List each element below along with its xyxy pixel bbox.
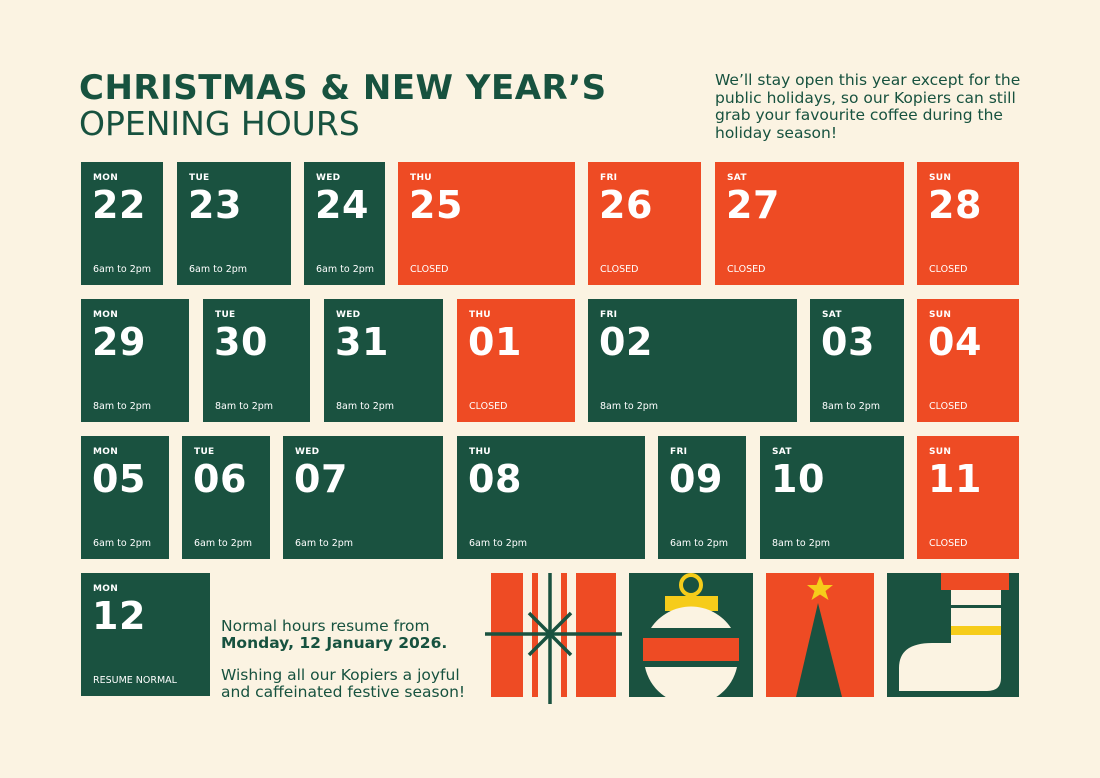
day-cell: SUN 04 CLOSED xyxy=(917,299,1019,422)
day-of-week: THU xyxy=(469,310,491,320)
day-hours: 8am to 2pm xyxy=(772,538,831,549)
day-number: 30 xyxy=(214,320,268,364)
day-number: 02 xyxy=(599,320,653,364)
day-of-week: FRI xyxy=(600,310,618,320)
day-hours: 8am to 2pm xyxy=(600,401,659,412)
day-number: 07 xyxy=(294,457,348,501)
day-of-week: WED xyxy=(295,447,320,457)
day-of-week: SAT xyxy=(772,447,792,457)
festive-wish: Wishing all our Kopiers a joyful and caf… xyxy=(221,666,466,701)
title-line-2: OPENING HOURS xyxy=(79,104,360,143)
day-hours: 8am to 2pm xyxy=(822,401,881,412)
day-of-week: TUE xyxy=(194,447,215,457)
day-number: 05 xyxy=(92,457,146,501)
day-number: 25 xyxy=(409,183,463,227)
day-cell: FRI 26 CLOSED xyxy=(588,162,701,285)
day-hours: CLOSED xyxy=(727,264,766,275)
day-of-week: SUN xyxy=(929,173,952,183)
day-number: 11 xyxy=(928,457,982,501)
day-cell: MON 22 6am to 2pm xyxy=(81,162,163,285)
day-hours: CLOSED xyxy=(929,538,968,549)
day-number: 06 xyxy=(193,457,247,501)
day-of-week: MON xyxy=(93,173,119,183)
ornament-icon xyxy=(629,573,753,697)
day-cell: SUN 11 CLOSED xyxy=(917,436,1019,559)
day-hours: 6am to 2pm xyxy=(295,538,354,549)
day-cell: MON 29 8am to 2pm xyxy=(81,299,189,422)
day-of-week: MON xyxy=(93,447,119,457)
day-number: 08 xyxy=(468,457,522,501)
day-number: 04 xyxy=(928,320,982,364)
day-of-week: WED xyxy=(316,173,341,183)
day-number: 26 xyxy=(599,183,653,227)
day-cell: SAT 10 8am to 2pm xyxy=(760,436,904,559)
day-hours: 6am to 2pm xyxy=(316,264,375,275)
stocking-icon xyxy=(887,573,1019,697)
day-cell: SUN 28 CLOSED xyxy=(917,162,1019,285)
day-number: 12 xyxy=(92,594,146,638)
day-of-week: THU xyxy=(410,173,432,183)
day-hours: 6am to 2pm xyxy=(189,264,248,275)
day-cell: WED 31 8am to 2pm xyxy=(324,299,443,422)
day-cell: TUE 06 6am to 2pm xyxy=(182,436,270,559)
day-number: 01 xyxy=(468,320,522,364)
day-cell: THU 01 CLOSED xyxy=(457,299,575,422)
day-number: 10 xyxy=(771,457,825,501)
day-cell: TUE 30 8am to 2pm xyxy=(203,299,310,422)
day-hours: 6am to 2pm xyxy=(93,538,152,549)
day-of-week: SAT xyxy=(822,310,842,320)
gift-icon xyxy=(485,573,625,705)
resume-line-1: Normal hours resume from xyxy=(221,617,430,635)
day-hours: 6am to 2pm xyxy=(469,538,528,549)
day-number: 31 xyxy=(335,320,389,364)
day-of-week: WED xyxy=(336,310,361,320)
day-of-week: FRI xyxy=(670,447,688,457)
day-hours: 6am to 2pm xyxy=(93,264,152,275)
day-hours: 8am to 2pm xyxy=(336,401,395,412)
intro-text: We’ll stay open this year except for the… xyxy=(715,71,1021,142)
day-number: 24 xyxy=(315,183,369,227)
footer-message: Normal hours resume from Monday, 12 Janu… xyxy=(221,618,481,701)
day-cell: MON 12 RESUME NORMAL xyxy=(81,573,210,696)
day-cell: WED 07 6am to 2pm xyxy=(283,436,443,559)
christmas-tree-icon xyxy=(766,573,874,697)
day-hours: 6am to 2pm xyxy=(194,538,253,549)
day-cell: SAT 27 CLOSED xyxy=(715,162,904,285)
day-number: 29 xyxy=(92,320,146,364)
day-of-week: MON xyxy=(93,310,119,320)
title-line-1: CHRISTMAS & NEW YEAR’S xyxy=(79,68,607,108)
day-hours: CLOSED xyxy=(929,264,968,275)
day-hours: CLOSED xyxy=(600,264,639,275)
day-of-week: FRI xyxy=(600,173,618,183)
day-cell: THU 25 CLOSED xyxy=(398,162,575,285)
day-number: 03 xyxy=(821,320,875,364)
day-cell: WED 24 6am to 2pm xyxy=(304,162,385,285)
day-of-week: THU xyxy=(469,447,491,457)
day-cell: FRI 09 6am to 2pm xyxy=(658,436,746,559)
day-hours: CLOSED xyxy=(929,401,968,412)
day-of-week: SAT xyxy=(727,173,747,183)
day-number: 23 xyxy=(188,183,242,227)
day-hours: 8am to 2pm xyxy=(93,401,152,412)
day-number: 28 xyxy=(928,183,982,227)
day-number: 09 xyxy=(669,457,723,501)
day-number: 22 xyxy=(92,183,146,227)
day-cell: MON 05 6am to 2pm xyxy=(81,436,169,559)
day-of-week: TUE xyxy=(189,173,210,183)
day-cell: TUE 23 6am to 2pm xyxy=(177,162,291,285)
day-cell: THU 08 6am to 2pm xyxy=(457,436,645,559)
day-of-week: SUN xyxy=(929,310,952,320)
day-number: 27 xyxy=(726,183,780,227)
resume-line-2: Monday, 12 January 2026. xyxy=(221,634,448,652)
day-hours: RESUME NORMAL xyxy=(93,675,177,686)
day-hours: 8am to 2pm xyxy=(215,401,274,412)
day-of-week: MON xyxy=(93,584,119,594)
day-of-week: TUE xyxy=(215,310,236,320)
day-hours: CLOSED xyxy=(410,264,449,275)
day-of-week: SUN xyxy=(929,447,952,457)
day-hours: CLOSED xyxy=(469,401,508,412)
day-cell: SAT 03 8am to 2pm xyxy=(810,299,904,422)
day-cell: FRI 02 8am to 2pm xyxy=(588,299,797,422)
day-hours: 6am to 2pm xyxy=(670,538,729,549)
